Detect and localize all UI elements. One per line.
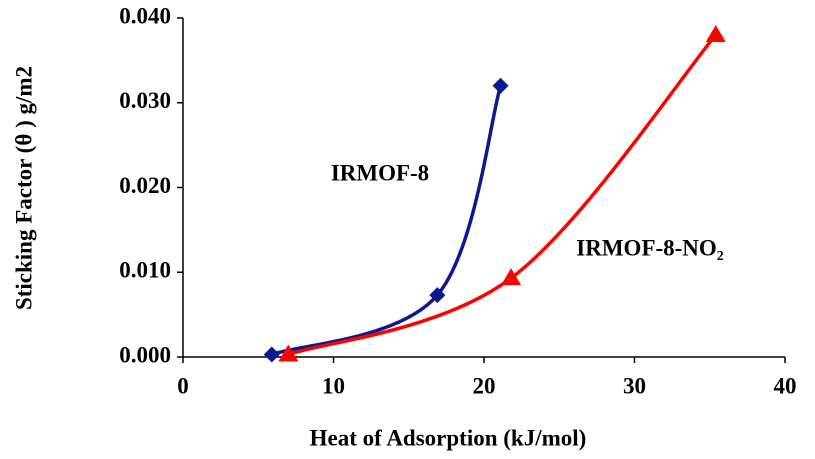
series-label: IRMOF-8-NO₂ xyxy=(576,235,724,260)
x-tick-label: 30 xyxy=(623,373,646,398)
marker xyxy=(492,77,509,94)
x-tick-label: 10 xyxy=(322,373,345,398)
x-tick-label: 40 xyxy=(774,373,797,398)
y-tick-label: 0.030 xyxy=(119,88,171,113)
series-label: IRMOF-8 xyxy=(331,160,429,185)
y-tick-label: 0.010 xyxy=(119,258,171,283)
x-axis-label: Heat of Adsorption (kJ/mol) xyxy=(310,425,587,450)
y-tick-label: 0.020 xyxy=(119,173,171,198)
y-axis-label: Sticking Factor (θ ) g/m2 xyxy=(11,66,36,310)
marker xyxy=(278,344,299,362)
marker xyxy=(501,268,522,286)
marker xyxy=(263,346,280,363)
y-tick-label: 0.040 xyxy=(119,3,171,28)
x-tick-label: 20 xyxy=(473,373,496,398)
series-line xyxy=(271,85,503,357)
marker xyxy=(705,24,726,42)
x-tick-label: 0 xyxy=(177,373,189,398)
y-tick-label: 0.000 xyxy=(119,342,171,367)
marker xyxy=(429,287,446,304)
